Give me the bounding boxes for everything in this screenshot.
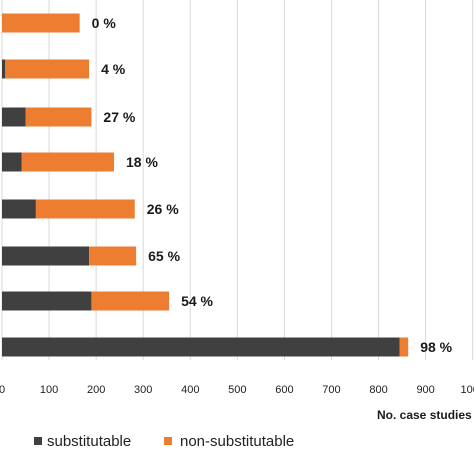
bar-non-substitutable	[91, 291, 170, 311]
x-tick-label: 400	[181, 384, 199, 396]
x-tick-label: 900	[416, 384, 434, 396]
x-tick-label: 1000	[460, 384, 474, 396]
bars	[2, 13, 409, 357]
bar-substitutable	[2, 59, 6, 79]
x-tick-label: 200	[87, 384, 105, 396]
bar-non-substitutable	[5, 59, 90, 79]
bar-non-substitutable	[21, 152, 115, 172]
legend-swatch	[34, 437, 42, 445]
x-tick-label: 300	[134, 384, 152, 396]
bar-substitutable	[2, 152, 22, 172]
x-tick-label: 0	[0, 384, 5, 396]
bar-substitutable	[2, 199, 36, 219]
data-label: 65 %	[148, 248, 180, 264]
data-label: 54 %	[181, 293, 213, 309]
x-axis-ticks: 0 100 200 300 400 500 600 700 800 900 1000	[0, 384, 474, 396]
data-labels: 0 % 4 % 27 % 18 % 26 % 65 % 54 % 98 %	[92, 15, 453, 355]
bar-substitutable	[2, 291, 92, 311]
bar-non-substitutable	[89, 246, 137, 266]
x-axis-title: No. case studies	[377, 408, 472, 422]
data-label: 18 %	[126, 154, 158, 170]
data-label: 27 %	[103, 109, 135, 125]
bar-non-substitutable	[35, 199, 135, 219]
data-label: 4 %	[101, 61, 126, 77]
x-tick-label: 700	[322, 384, 340, 396]
bar-non-substitutable	[399, 337, 409, 357]
x-tick-label: 100	[40, 384, 58, 396]
legend: substitutable non-substitutable	[34, 433, 294, 450]
data-label: 0 %	[92, 15, 117, 31]
x-tick-label: 500	[228, 384, 246, 396]
x-tick-label: 800	[369, 384, 387, 396]
legend-label: substitutable	[47, 433, 131, 450]
legend-label: non-substitutable	[180, 433, 294, 450]
data-label: 98 %	[420, 339, 452, 355]
bar-substitutable	[2, 246, 90, 266]
bar-substitutable	[2, 107, 26, 127]
bar-substitutable	[2, 337, 400, 357]
data-label: 26 %	[147, 201, 179, 217]
bar-non-substitutable	[25, 107, 92, 127]
x-tick-label: 600	[275, 384, 293, 396]
legend-swatch	[164, 437, 172, 445]
bar-non-substitutable	[2, 13, 80, 33]
